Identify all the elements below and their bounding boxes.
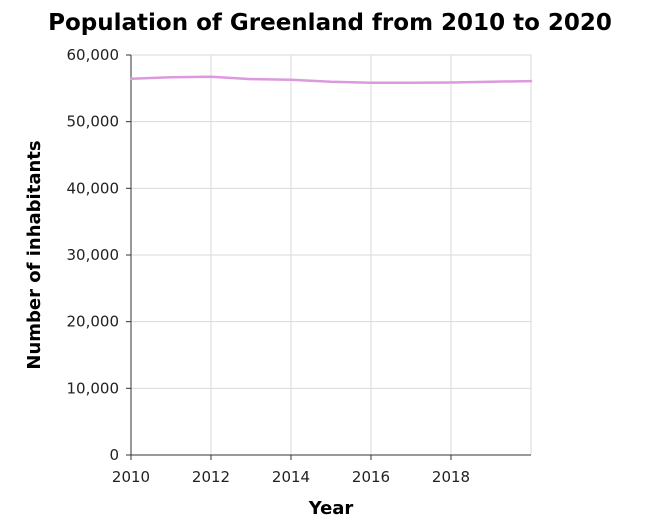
x-tick-label: 2010 [112, 468, 150, 486]
y-tick-label: 30,000 [67, 246, 120, 264]
x-axis-label: Year [308, 498, 354, 519]
population-series-line [129, 75, 533, 84]
y-tick-label: 20,000 [67, 313, 120, 331]
y-tick-label: 10,000 [67, 379, 120, 397]
x-tick-label: 2018 [432, 468, 470, 486]
x-tick-label: 2012 [192, 468, 230, 486]
y-tick-label: 50,000 [67, 113, 120, 131]
chart-title: Population of Greenland from 2010 to 202… [48, 10, 612, 36]
x-tick-label: 2014 [272, 468, 310, 486]
axes [126, 54, 531, 460]
y-axis-label: Number of inhabitants [24, 140, 45, 369]
y-tick-label: 40,000 [67, 179, 120, 197]
grid [130, 54, 532, 456]
x-tick-label: 2016 [352, 468, 390, 486]
y-tick-label: 0 [109, 446, 119, 464]
series-layer [129, 75, 533, 84]
tick-labels: 0 10,000 20,000 30,000 40,000 50,000 60,000 201… [67, 46, 471, 486]
y-tick-label: 60,000 [67, 46, 120, 64]
